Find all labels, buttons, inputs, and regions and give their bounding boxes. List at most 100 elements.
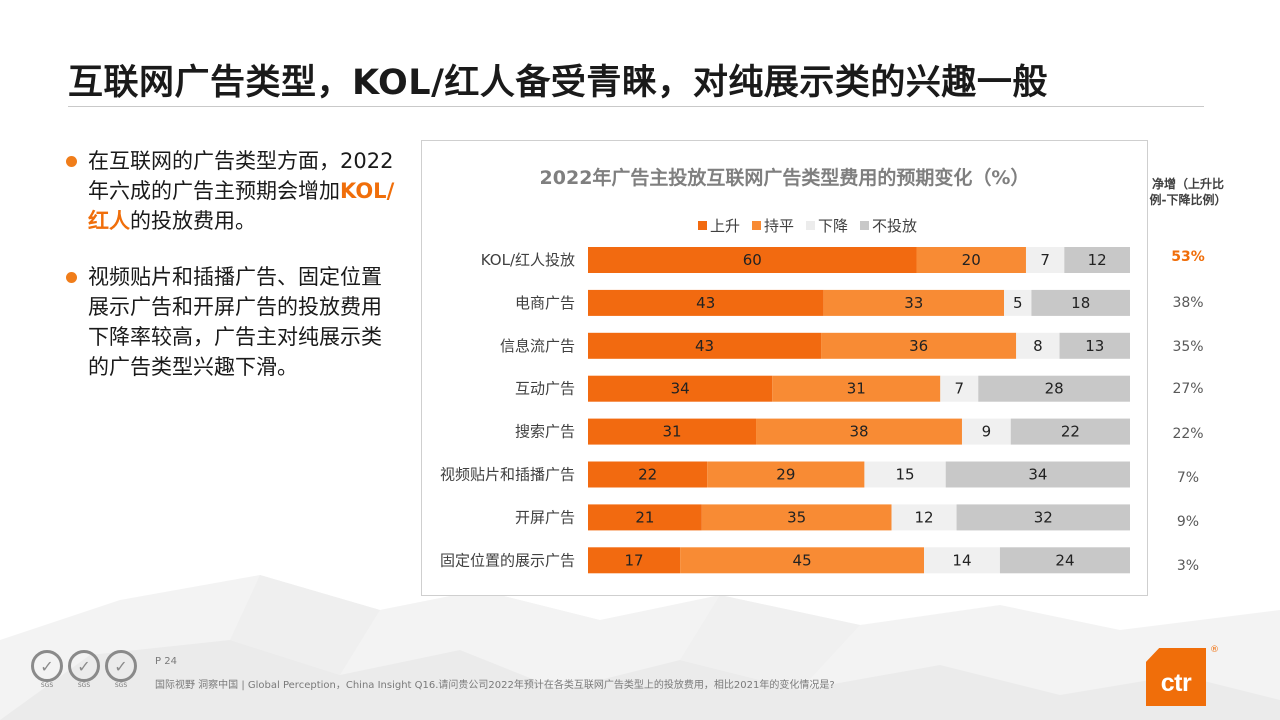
bar-value-label: 31 (662, 423, 681, 441)
bar-segment-2 (823, 289, 1005, 316)
net-increase-value: 9% (1176, 514, 1200, 530)
bar-value-label: 28 (1045, 380, 1064, 398)
bullet-item: 视频贴片和插播广告、固定位置展示广告和开屏广告的投放费用下降率较高，广告主对纯展… (66, 262, 396, 382)
category-label: 搜索广告 (515, 423, 575, 441)
page-title: 互联网广告类型，KOL/红人备受青睐，对纯展示类的兴趣一般 (68, 63, 1048, 103)
bar-segment-1 (588, 289, 824, 316)
net-increase-value: 38% (1172, 295, 1204, 311)
bar-value-label: 32 (1034, 508, 1053, 526)
sgs-seal-label: SGS (40, 682, 54, 689)
bar-segment-2 (821, 332, 1017, 359)
bar-segment-4 (999, 547, 1130, 574)
sgs-seal-label: SGS (77, 682, 91, 689)
net-increase-value: 27% (1172, 381, 1204, 397)
bar-segment-1 (588, 375, 773, 402)
bar-segment-4 (1010, 418, 1130, 445)
category-label: 视频贴片和插播广告 (440, 466, 575, 484)
bar-value-label: 13 (1085, 337, 1104, 355)
bullet-dot-icon (66, 156, 77, 167)
bar-segment-3 (961, 418, 1011, 445)
bar-segment-3 (940, 375, 979, 402)
bar-value-label: 22 (1061, 423, 1080, 441)
bar-segment-1 (588, 461, 708, 488)
logo-text: ctr (1160, 669, 1192, 697)
bar-value-label: 14 (952, 551, 971, 569)
bar-segment-3 (891, 504, 957, 531)
title-divider (68, 106, 1204, 107)
chart-legend: 上升 持平 下降 不投放 (698, 215, 917, 236)
bar-segment-4 (1064, 247, 1130, 273)
legend-swatch (806, 221, 816, 230)
bar-value-label: 8 (1033, 337, 1043, 355)
category-label: 开屏广告 (515, 508, 575, 526)
bar-value-label: 38 (849, 423, 868, 441)
bar-value-label: 12 (1088, 251, 1107, 269)
bar-segment-4 (1059, 332, 1130, 359)
bar-segment-2 (772, 375, 941, 402)
sgs-seal-icon: ✓ SGS (104, 650, 138, 690)
bar-value-label: 33 (904, 294, 923, 312)
registered-mark: ® (1210, 645, 1219, 655)
bullet-text: 的投放费用。 (130, 209, 256, 233)
chart-container: 2022年广告主投放互联网广告类型费用的预期变化（%） 上升 持平 下降 不投放… (421, 140, 1148, 596)
bullet-text: 在互联网的广告类型方面，2022年六成的广告主预期会增加 (88, 149, 394, 203)
legend-label: 持平 (764, 217, 795, 235)
category-label: 固定位置的展示广告 (440, 551, 575, 569)
bar-value-label: 7 (954, 380, 964, 398)
bar-value-label: 9 (982, 423, 992, 441)
bullet-text: 视频贴片和插播广告、固定位置展示广告和开屏广告的投放费用下降率较高，广告主对纯展… (88, 265, 382, 379)
legend-item: 持平 (752, 215, 794, 236)
bar-value-label: 34 (1028, 466, 1047, 484)
bar-value-label: 5 (1013, 294, 1023, 312)
bar-segment-2 (916, 247, 1026, 273)
sgs-certification-seals: ✓ SGS ✓ SGS ✓ SGS (30, 650, 138, 690)
bar-value-label: 24 (1055, 551, 1074, 569)
legend-item: 不投放 (860, 215, 917, 236)
bar-value-label: 12 (914, 508, 933, 526)
bar-segment-3 (924, 547, 1000, 574)
bar-value-label: 34 (671, 380, 690, 398)
legend-label: 不投放 (872, 217, 918, 235)
legend-item: 上升 (698, 215, 740, 236)
ctr-logo-icon: ctr (1146, 648, 1206, 706)
net-increase-value: 22% (1172, 426, 1204, 442)
bar-value-label: 31 (847, 380, 866, 398)
bar-value-label: 60 (743, 251, 762, 269)
bar-segment-2 (707, 461, 865, 488)
category-label: 电商广告 (515, 294, 575, 312)
footer-note: 国际视野 洞察中国 | Global Perception，China Insi… (155, 680, 835, 691)
bar-segment-1 (588, 418, 757, 445)
bar-value-label: 45 (793, 551, 812, 569)
bar-segment-1 (588, 247, 917, 273)
net-increase-value: 53% (1171, 249, 1205, 265)
bar-segment-3 (1004, 289, 1032, 316)
sgs-seal-label: SGS (114, 682, 128, 689)
net-increase-header: 净增（上升比例-下降比例） (1149, 177, 1227, 207)
bar-value-label: 43 (695, 337, 714, 355)
bar-segment-4 (1031, 289, 1130, 316)
bar-value-label: 20 (962, 251, 981, 269)
bar-value-label: 21 (635, 508, 654, 526)
bar-segment-1 (588, 504, 702, 531)
net-increase-value: 35% (1172, 339, 1204, 355)
net-increase-value: 3% (1176, 558, 1200, 574)
bar-segment-2 (701, 504, 892, 531)
category-label: 信息流广告 (500, 337, 575, 355)
bar-value-label: 35 (787, 508, 806, 526)
category-label: 互动广告 (515, 380, 575, 398)
bar-segment-4 (978, 375, 1130, 402)
legend-swatch (698, 221, 707, 230)
page-number: P 24 (155, 656, 177, 667)
chart-title: 2022年广告主投放互联网广告类型费用的预期变化（%） (539, 167, 1030, 189)
bar-segment-4 (945, 461, 1130, 488)
legend-item: 下降 (806, 215, 848, 236)
bullet-highlight: KOL/红人 (88, 179, 395, 233)
legend-swatch (752, 221, 762, 230)
bar-segment-1 (588, 332, 822, 359)
stacked-bar-chart: KOL/红人投放 60 20 7 12 电商广告 43 33 5 18 信息流广告 43 36 8 13 互动… (440, 247, 1130, 574)
bar-value-label: 29 (776, 466, 795, 484)
bar-value-label: 15 (896, 466, 915, 484)
bar-segment-3 (1025, 247, 1065, 273)
bullet-list: 在互联网的广告类型方面，2022年六成的广告主预期会增加KOL/红人的投放费用。… (66, 146, 396, 408)
